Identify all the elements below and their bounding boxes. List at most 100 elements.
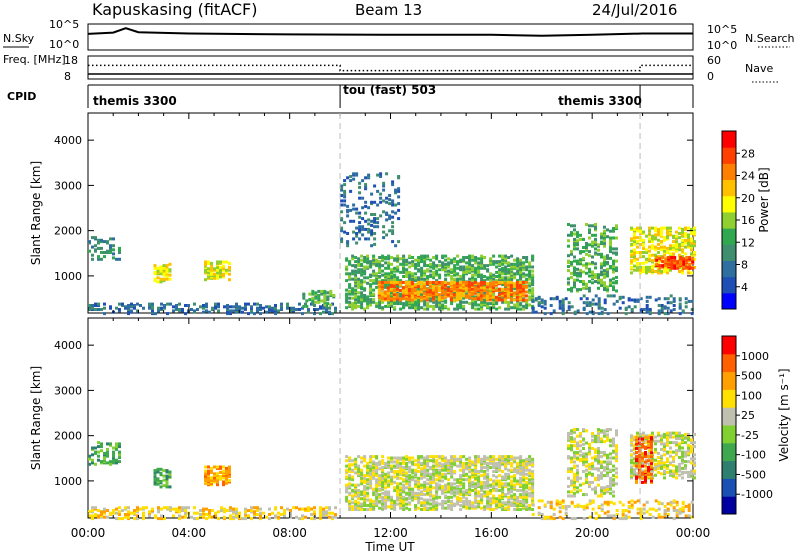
data-cell <box>428 289 432 292</box>
data-cell <box>386 286 390 290</box>
data-cell <box>531 460 535 464</box>
data-cell <box>483 494 487 498</box>
data-cell <box>345 455 349 459</box>
data-cell <box>388 217 392 221</box>
data-cell <box>397 202 401 206</box>
data-cell <box>585 246 588 249</box>
data-cell <box>504 493 508 497</box>
data-cell <box>358 215 362 219</box>
data-cell <box>591 240 594 244</box>
data-cell <box>522 272 526 276</box>
data-cell <box>360 268 364 272</box>
data-cell <box>483 284 487 288</box>
data-cell <box>528 494 532 498</box>
data-cell <box>361 206 365 210</box>
data-cell <box>184 506 187 510</box>
data-cell <box>423 483 427 487</box>
data-cell <box>378 487 382 491</box>
data-cell <box>582 250 585 254</box>
data-cell <box>567 455 570 459</box>
data-cell <box>504 272 508 276</box>
data-cell <box>498 479 502 483</box>
data-cell <box>274 506 277 510</box>
data-cell <box>567 476 570 480</box>
data-cell <box>361 217 365 221</box>
data-cell <box>375 478 379 482</box>
data-cell <box>432 273 436 277</box>
data-cell <box>450 258 454 262</box>
data-cell <box>651 234 654 238</box>
data-cell <box>513 474 517 478</box>
data-cell <box>157 506 160 510</box>
data-cell <box>676 264 680 268</box>
data-cell <box>489 483 493 487</box>
data-cell <box>181 515 184 519</box>
data-cell <box>576 428 579 431</box>
data-cell <box>597 494 600 498</box>
data-cell <box>513 508 517 511</box>
data-cell <box>597 478 600 482</box>
data-cell <box>370 213 374 216</box>
data-cell <box>364 204 368 208</box>
data-cell <box>348 303 352 307</box>
data-cell <box>307 310 310 314</box>
data-cell <box>609 278 612 282</box>
data-cell <box>175 304 178 307</box>
data-cell <box>405 471 409 475</box>
data-cell <box>468 470 472 473</box>
data-cell <box>495 499 499 503</box>
data-cell <box>165 270 169 274</box>
data-cell <box>377 291 381 295</box>
data-cell <box>97 454 100 458</box>
data-cell <box>202 514 205 518</box>
data-cell <box>435 504 439 507</box>
data-cell <box>682 262 686 266</box>
data-cell <box>397 240 401 244</box>
data-cell <box>369 482 373 486</box>
data-cell <box>253 312 256 316</box>
data-cell <box>609 240 612 244</box>
data-cell <box>109 462 112 466</box>
data-cell <box>109 442 112 446</box>
data-cell <box>414 504 418 507</box>
data-cell <box>358 237 362 241</box>
data-cell <box>388 194 392 197</box>
data-cell <box>531 470 535 473</box>
data-cell <box>561 312 565 316</box>
data-cell <box>681 271 684 275</box>
data-cell <box>480 480 484 484</box>
data-cell <box>438 303 442 307</box>
data-cell <box>381 491 385 495</box>
data-cell <box>470 297 474 301</box>
data-cell <box>397 208 401 212</box>
data-cell <box>376 203 380 207</box>
data-cell <box>316 308 319 311</box>
data-cell <box>531 269 535 273</box>
data-cell <box>402 270 406 274</box>
data-cell <box>666 246 669 250</box>
data-cell <box>142 306 145 310</box>
data-cell <box>322 310 325 314</box>
data-cell <box>579 233 582 237</box>
data-cell <box>429 273 433 277</box>
data-cell <box>446 282 450 286</box>
data-cell <box>459 508 463 511</box>
data-cell <box>393 475 397 479</box>
data-cell <box>220 506 223 510</box>
data-cell <box>375 285 379 289</box>
data-cell <box>507 303 511 307</box>
data-cell <box>510 501 514 505</box>
data-cell <box>579 432 582 435</box>
data-cell <box>346 232 350 235</box>
data-cell <box>591 438 594 442</box>
data-cell <box>250 506 253 510</box>
data-cell <box>351 478 355 482</box>
data-cell <box>633 259 636 263</box>
data-cell <box>594 223 597 226</box>
data-cell <box>346 204 350 208</box>
data-cell <box>420 470 424 473</box>
data-cell <box>576 468 579 472</box>
data-cell <box>178 509 181 512</box>
data-cell <box>513 495 517 499</box>
data-cell <box>549 297 553 301</box>
